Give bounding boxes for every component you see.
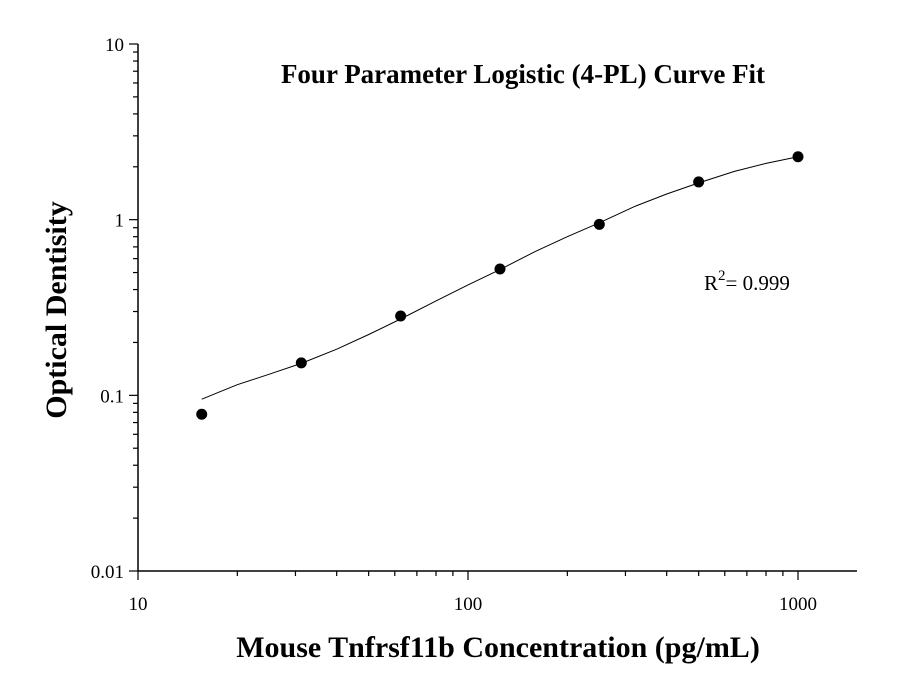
y-axis-tick-labels: 0.01 0.1 1 10 <box>91 35 124 583</box>
y-axis-ticks <box>129 43 138 572</box>
x-axis-title: Mouse Tnfrsf11b Concentration (pg/mL) <box>236 631 760 664</box>
x-tick-label: 10 <box>129 594 148 615</box>
data-point <box>395 310 407 322</box>
chart-title: Four Parameter Logistic (4-PL) Curve Fit <box>281 59 765 89</box>
x-tick-label: 100 <box>454 594 483 615</box>
r-squared-exponent: 2 <box>718 268 726 284</box>
y-axis-title: Optical Dentisity <box>40 201 73 419</box>
data-point <box>792 151 804 163</box>
y-tick-label: 0.01 <box>91 562 124 583</box>
data-points <box>196 151 804 420</box>
y-tick-label: 0.1 <box>100 386 124 407</box>
data-point <box>196 408 208 420</box>
data-point <box>295 357 307 369</box>
r-squared-base: R <box>704 271 718 295</box>
x-axis-tick-labels: 10 100 1000 <box>129 594 818 615</box>
data-point <box>494 263 506 275</box>
y-tick-label: 10 <box>105 35 124 56</box>
y-tick-label: 1 <box>115 211 125 232</box>
data-point <box>593 218 605 230</box>
r-squared-annotation: R2= 0.999 <box>704 268 790 295</box>
r-squared-value: = 0.999 <box>726 271 790 295</box>
x-tick-label: 1000 <box>779 594 817 615</box>
x-axis-ticks <box>137 571 799 580</box>
data-point <box>693 176 705 188</box>
